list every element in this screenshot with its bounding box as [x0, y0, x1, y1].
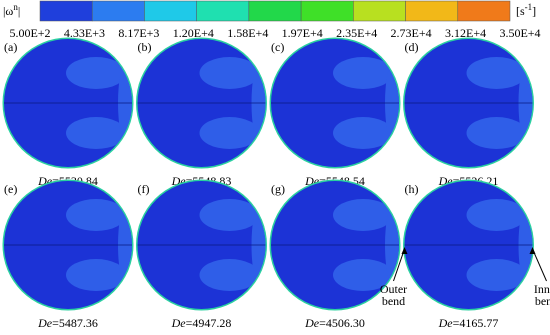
- caption-value: =5487.36: [52, 316, 98, 330]
- vortex-region: [466, 199, 527, 231]
- panel-label: (g): [271, 182, 285, 196]
- vortex-region: [199, 57, 260, 89]
- vortex-region: [199, 117, 260, 149]
- colorbar-tick: 1.58E+4: [227, 26, 268, 40]
- panel-label: (e): [4, 182, 17, 196]
- vortex-region: [466, 259, 527, 291]
- colorbar-tick: 1.97E+4: [282, 26, 323, 40]
- vortex-region: [333, 259, 393, 291]
- colorbar-segment: [353, 0, 406, 22]
- vortex-region: [66, 57, 126, 89]
- annotation: Inner: [534, 282, 550, 296]
- vortex-region: [199, 259, 260, 291]
- colorbar-tick: 3.50E+4: [499, 26, 540, 40]
- arrow-head: [401, 247, 408, 254]
- colorbar-tick: 2.35E+4: [336, 26, 377, 40]
- colorbar-segment: [91, 0, 145, 22]
- panel-label: (f): [138, 182, 150, 196]
- panel-caption: De=4506.30: [304, 316, 365, 330]
- panel-caption: De=5487.36: [37, 316, 98, 330]
- colorbar-tick: 1.20E+4: [173, 26, 214, 40]
- colorbar-unit: [s-1]: [516, 2, 536, 18]
- annotation: Outer: [380, 282, 407, 296]
- colorbar-tick: 2.73E+4: [391, 26, 432, 40]
- colorbar-segment: [196, 0, 250, 22]
- caption-symbol: De: [304, 316, 320, 330]
- vortex-region: [333, 199, 393, 231]
- colorbar-segment: [300, 0, 354, 22]
- caption-symbol: De: [37, 316, 53, 330]
- colorbar-symbol: |ωn|: [3, 2, 20, 18]
- annotation: bend: [382, 294, 405, 308]
- vortex-region: [333, 117, 393, 149]
- colorbar-tick: 8.17E+3: [118, 26, 159, 40]
- panel-label: (c): [271, 40, 284, 54]
- vortex-region: [466, 57, 527, 89]
- colorbar-unit-base: [s: [516, 4, 525, 18]
- colorbar-symbol-base: |ω: [3, 4, 13, 18]
- caption-value: =4506.30: [319, 316, 365, 330]
- contour: [466, 57, 533, 149]
- colorbar-segment: [405, 0, 459, 22]
- vortex-region: [66, 199, 126, 231]
- caption-symbol: De: [438, 316, 454, 330]
- vortex-region: [333, 57, 393, 89]
- arrow-head: [529, 247, 536, 254]
- vortex-region: [66, 117, 126, 149]
- colorbar-symbol-end: |: [18, 4, 20, 18]
- panel-caption: De=4165.77: [438, 316, 499, 330]
- colorbar-segment: [457, 0, 511, 22]
- panel-caption: De=4947.28: [171, 316, 232, 330]
- colorbar-unit-sup: -1: [525, 2, 533, 12]
- panel-label: (a): [4, 40, 17, 54]
- caption-value: =4165.77: [453, 316, 499, 330]
- panel-label: (h): [405, 182, 419, 196]
- annotation: bend: [535, 294, 550, 308]
- panel-label: (d): [405, 40, 419, 54]
- arrow: [393, 248, 405, 282]
- colorbar-segment: [39, 0, 93, 22]
- colorbar-segment: [144, 0, 197, 22]
- panel-label: (b): [138, 40, 152, 54]
- vortex-region: [199, 199, 260, 231]
- vortex-region: [66, 259, 126, 291]
- colorbar-tick: 3.12E+4: [445, 26, 486, 40]
- vortex-region: [466, 117, 527, 149]
- colorbar-segment: [248, 0, 302, 22]
- colorbar-unit-end: ]: [532, 4, 536, 18]
- caption-value: =4947.28: [186, 316, 232, 330]
- colorbar-symbol-sup: n: [13, 2, 18, 12]
- colorbar-tick: 4.33E+3: [64, 26, 105, 40]
- arrow: [532, 248, 547, 282]
- colorbar-tick: 5.00E+2: [9, 26, 50, 40]
- caption-symbol: De: [171, 316, 187, 330]
